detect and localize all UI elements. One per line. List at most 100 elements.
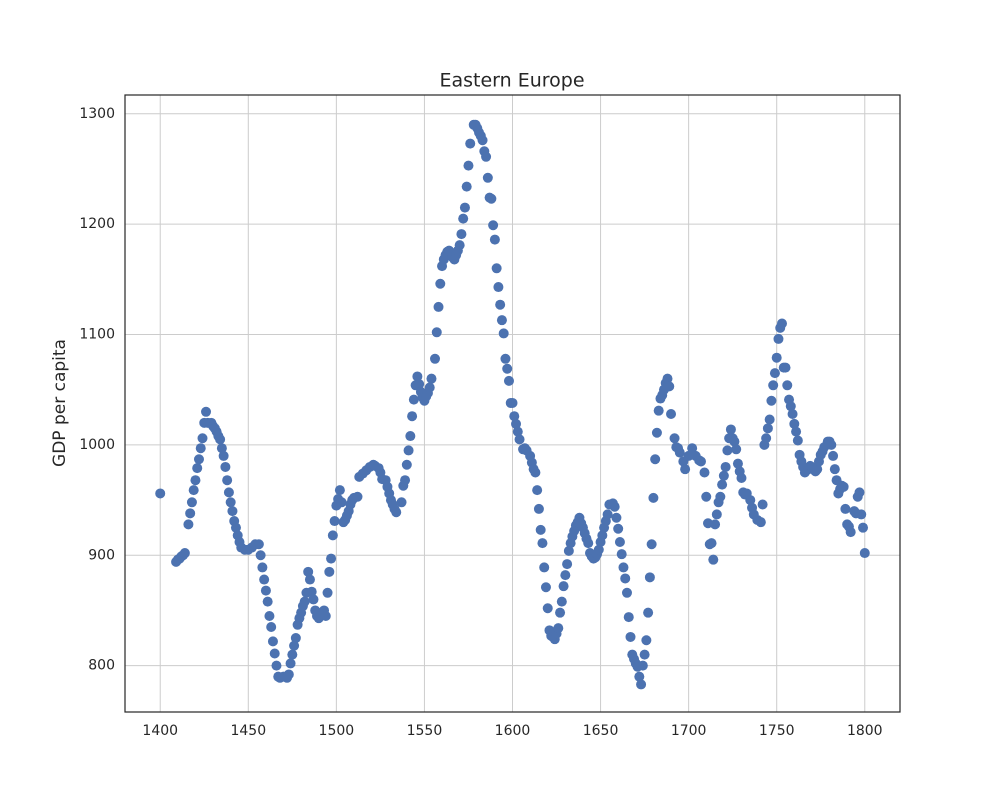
point — [717, 479, 728, 490]
point — [155, 488, 166, 499]
point — [764, 414, 775, 425]
point — [509, 411, 520, 422]
point — [791, 426, 802, 437]
point — [787, 408, 798, 419]
point — [405, 431, 416, 442]
point — [424, 382, 435, 393]
point — [179, 548, 190, 559]
point — [327, 530, 338, 541]
point — [745, 495, 756, 506]
point — [718, 470, 729, 481]
point — [201, 406, 212, 417]
point — [290, 633, 301, 644]
point — [785, 401, 796, 412]
point — [662, 373, 673, 384]
point — [602, 509, 613, 520]
point — [225, 497, 236, 508]
point — [329, 516, 340, 527]
x-tick-label: 1750 — [759, 723, 795, 739]
point — [768, 380, 779, 391]
x-tick-label: 1600 — [495, 723, 531, 739]
point — [326, 553, 337, 564]
point — [695, 456, 706, 467]
point — [283, 669, 294, 680]
point — [414, 379, 425, 390]
point — [773, 333, 784, 344]
point — [223, 487, 234, 498]
point — [412, 371, 423, 382]
point — [680, 464, 691, 475]
point — [597, 530, 608, 541]
point — [648, 492, 659, 503]
point — [322, 587, 333, 598]
point — [555, 607, 566, 618]
point — [320, 610, 331, 621]
point — [324, 566, 335, 577]
point — [401, 459, 412, 470]
y-tick-label: 1200 — [79, 216, 115, 232]
point — [306, 586, 317, 597]
point — [512, 426, 523, 437]
point — [488, 220, 499, 231]
point — [731, 444, 742, 455]
point — [616, 549, 627, 560]
x-tick-label: 1700 — [671, 723, 707, 739]
chart-title: Eastern Europe — [439, 70, 584, 92]
point — [514, 434, 525, 445]
point — [715, 491, 726, 502]
point — [230, 522, 241, 533]
point — [720, 461, 731, 472]
point — [486, 193, 497, 204]
point — [218, 450, 229, 461]
point — [613, 523, 624, 534]
point — [303, 566, 314, 577]
point — [216, 443, 227, 454]
point — [623, 612, 634, 623]
point — [708, 554, 719, 565]
point — [722, 445, 733, 456]
point — [507, 397, 518, 408]
point — [266, 622, 277, 633]
point — [220, 461, 231, 472]
point — [267, 636, 278, 647]
point — [757, 499, 768, 510]
point — [463, 160, 474, 171]
point — [253, 539, 264, 550]
point — [769, 368, 780, 379]
point — [621, 587, 632, 598]
point — [553, 623, 564, 634]
point — [396, 497, 407, 508]
point — [755, 517, 766, 528]
point — [465, 138, 476, 149]
point — [674, 447, 685, 458]
point — [431, 327, 442, 338]
point — [481, 151, 492, 162]
point — [812, 464, 823, 475]
point — [650, 454, 661, 465]
point — [195, 443, 206, 454]
point — [653, 405, 664, 416]
point — [540, 582, 551, 593]
point — [257, 562, 268, 573]
point — [192, 463, 203, 474]
point — [636, 679, 647, 690]
point — [637, 660, 648, 671]
point — [710, 519, 721, 530]
point — [334, 485, 345, 496]
point — [614, 537, 625, 548]
point — [736, 473, 747, 484]
point — [776, 318, 787, 329]
point — [407, 411, 418, 422]
y-tick-label: 1000 — [79, 437, 115, 453]
point — [408, 394, 419, 405]
point — [289, 640, 300, 651]
point — [530, 467, 541, 478]
point — [502, 363, 513, 374]
point — [435, 278, 446, 289]
point — [563, 545, 574, 556]
point — [503, 375, 514, 386]
point — [537, 538, 548, 549]
x-tick-label: 1400 — [142, 723, 178, 739]
point — [498, 328, 509, 339]
